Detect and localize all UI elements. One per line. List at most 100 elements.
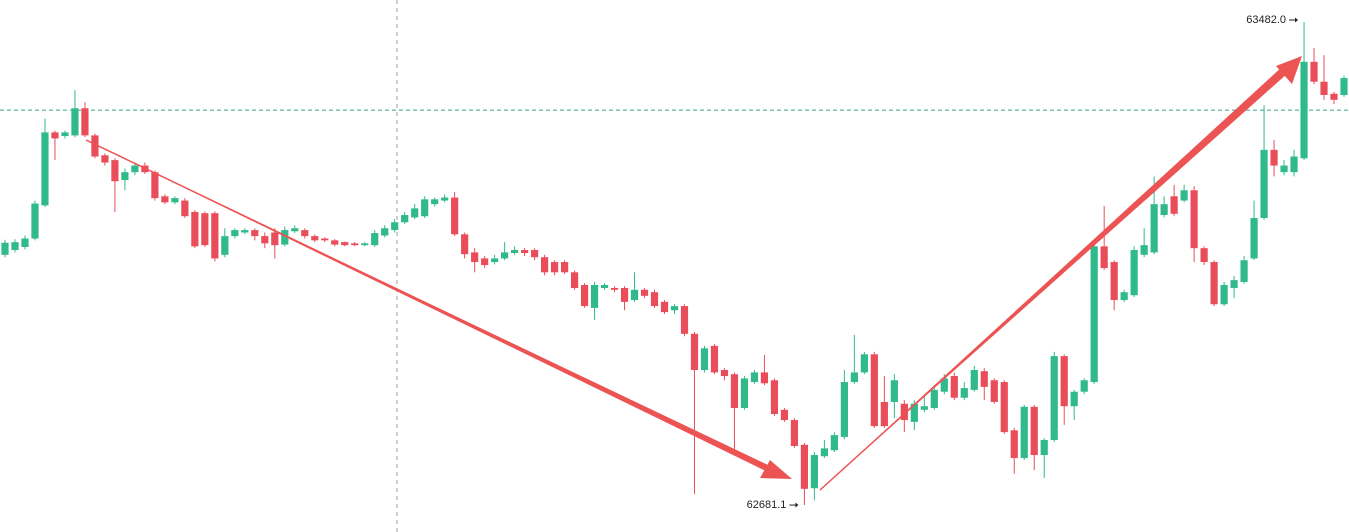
candle-body	[181, 200, 189, 217]
candle-body	[1280, 165, 1288, 173]
candle-body	[660, 301, 669, 313]
candle-body	[1100, 246, 1108, 269]
extreme-label: 62681.1	[747, 499, 787, 511]
labels: 63482.0 62681.1	[747, 14, 1299, 511]
candle-body	[590, 284, 599, 308]
candle-body	[511, 249, 519, 254]
candle-body	[1310, 61, 1318, 82]
candle-body	[481, 258, 489, 266]
candle-body	[131, 165, 139, 173]
candle-body	[321, 238, 329, 241]
candle-body	[401, 215, 409, 223]
candle-body	[91, 135, 99, 157]
candle-body	[1250, 218, 1258, 259]
candle-body	[890, 380, 898, 402]
candle-body	[41, 132, 49, 206]
candle-body	[880, 401, 888, 427]
candle-body	[1200, 248, 1208, 263]
candle-body	[161, 196, 169, 203]
candle-body	[790, 420, 799, 446]
candle-body	[670, 306, 679, 311]
candle-body	[101, 155, 109, 163]
candle-body	[1290, 156, 1298, 173]
candle-body	[1330, 93, 1338, 100]
candle-body	[850, 372, 858, 383]
candle-body	[820, 448, 828, 457]
candle-body	[680, 306, 689, 334]
candle-body	[710, 345, 719, 373]
candle-body	[391, 222, 399, 231]
candle-body	[171, 198, 179, 203]
candle-body	[461, 234, 469, 255]
candle-body	[381, 228, 389, 236]
candle-body	[251, 230, 259, 237]
candle-body	[720, 370, 729, 377]
candle-body	[1210, 262, 1218, 305]
candle-body	[1020, 406, 1028, 459]
candle-body	[620, 287, 629, 302]
candle-body	[1220, 284, 1228, 305]
candle-body	[471, 252, 479, 263]
trend-arrow-down	[85, 139, 792, 479]
candle-body	[840, 382, 848, 437]
candle-body	[441, 197, 449, 201]
candle-body	[241, 230, 249, 233]
arrow-head	[1276, 56, 1302, 84]
candle-body	[560, 262, 569, 273]
candle-body	[1080, 380, 1088, 392]
candle-body	[990, 380, 998, 402]
candle-body	[1240, 260, 1248, 282]
arrow-taper	[820, 66, 1288, 490]
candle-body	[431, 199, 439, 205]
candle-body	[21, 238, 29, 247]
candle-body	[31, 203, 39, 239]
candle-body	[900, 403, 908, 421]
candle-body	[950, 376, 958, 398]
candle-body	[700, 348, 709, 371]
candle-body	[1, 242, 9, 255]
candle-body	[580, 284, 589, 307]
candle-body	[940, 378, 948, 392]
candle-body	[920, 406, 928, 410]
candle-body	[491, 258, 499, 263]
candle-body	[311, 236, 319, 241]
candle-body	[281, 230, 289, 245]
candle-body	[421, 199, 429, 217]
candle-body	[1040, 439, 1048, 456]
candle-body	[261, 236, 269, 244]
candle-body	[501, 252, 509, 259]
candle-body	[331, 240, 339, 245]
candle-body	[71, 108, 79, 136]
candle-body	[770, 380, 779, 415]
candle-body	[1160, 204, 1168, 216]
candle-body	[780, 409, 789, 421]
candle-body	[1340, 78, 1348, 95]
candle-body	[910, 403, 918, 422]
candle-body	[451, 197, 459, 235]
label-arrow-head	[1295, 17, 1299, 23]
candle-body	[740, 378, 749, 409]
candle-body	[1170, 196, 1178, 214]
candle-body	[1010, 430, 1018, 459]
candle-body	[730, 374, 739, 409]
candle-body	[531, 249, 539, 258]
candle-body	[930, 389, 938, 409]
candle-body	[1140, 245, 1148, 255]
candle-body	[1050, 356, 1058, 440]
candle-body	[291, 228, 299, 232]
candle-body	[231, 230, 239, 237]
candle-body	[1190, 190, 1198, 249]
candle-body	[111, 160, 119, 182]
candle-body	[61, 132, 69, 137]
candle-body	[1130, 249, 1138, 296]
extreme-label: 63482.0	[1246, 14, 1286, 26]
candle-body	[550, 262, 559, 273]
candle-body	[11, 242, 19, 250]
candle-body	[830, 435, 838, 451]
candle-body	[600, 284, 609, 288]
arrow-head	[760, 460, 792, 479]
candle-body	[650, 292, 659, 307]
candle-body	[1300, 61, 1308, 159]
arrow-taper	[86, 140, 770, 472]
